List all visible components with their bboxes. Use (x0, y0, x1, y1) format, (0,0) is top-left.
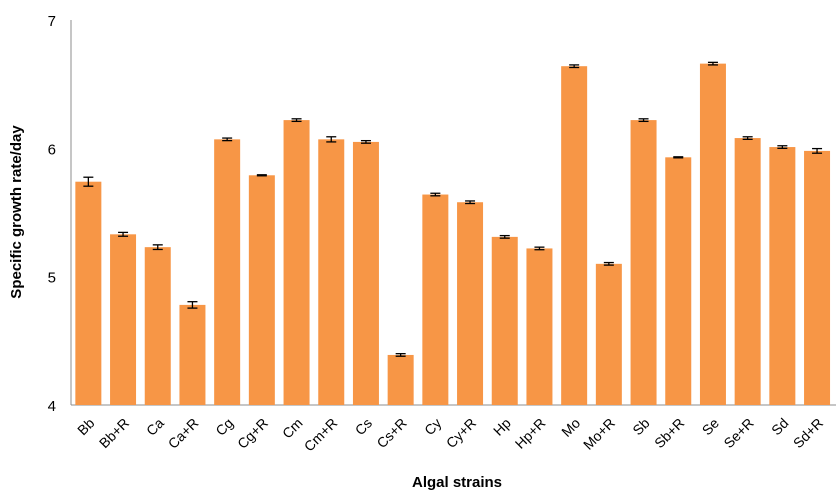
bar (630, 120, 657, 405)
x-tick-label: Sd (768, 415, 791, 438)
bar (699, 63, 726, 406)
x-axis-title: Algal strains (412, 474, 502, 491)
x-tick-label: Sb+R (651, 415, 687, 451)
error-bar (534, 246, 545, 251)
error-bar (395, 353, 406, 357)
bar (491, 236, 518, 405)
error-bar (430, 192, 441, 197)
error-bar (326, 136, 337, 143)
y-axis-title: Specific growth rate/day (8, 125, 25, 299)
error-bar (256, 174, 267, 177)
x-tick-label: Cg (212, 415, 236, 439)
y-tick-label: 5 (48, 270, 56, 287)
bar (526, 248, 553, 405)
error-bar (291, 118, 302, 123)
bar (75, 181, 102, 405)
x-tick-label: Cy (421, 415, 444, 438)
y-tick-labels: 4 5 6 7 (48, 13, 56, 415)
error-bar (812, 147, 823, 154)
x-tick-label: Cy+R (443, 415, 479, 451)
x-tick-label: Se (699, 415, 723, 439)
error-bar (499, 234, 510, 239)
x-tick-label: Mo (558, 415, 583, 440)
bar (422, 194, 449, 405)
error-bar (603, 261, 614, 266)
x-tick-label: Ca+R (165, 415, 202, 452)
error-bar (673, 156, 684, 159)
bar (318, 139, 345, 405)
x-tick-label: Se+R (720, 415, 756, 451)
bar (665, 157, 692, 405)
error-bar (777, 145, 788, 149)
error-bar (742, 136, 753, 141)
bar (457, 202, 484, 405)
x-tick-label: Hp+R (512, 415, 549, 452)
error-bar (83, 176, 94, 187)
bar (110, 234, 137, 405)
error-bar (187, 301, 198, 309)
error-bar (569, 64, 580, 69)
bar (352, 141, 379, 405)
error-bar (707, 61, 718, 66)
x-tick-label: Cs+R (373, 415, 409, 451)
bar (144, 247, 171, 405)
x-tick-label: Sd+R (790, 415, 826, 451)
error-bar (360, 139, 371, 144)
error-bar (638, 118, 649, 123)
x-tick-label: Cm (279, 415, 306, 442)
x-tick-label: Mo+R (580, 415, 618, 453)
error-bar (465, 200, 476, 205)
bar (769, 147, 796, 406)
error-bar (152, 244, 163, 251)
x-tick-label: Sb (629, 415, 653, 439)
error-bars (83, 61, 823, 357)
bar (595, 263, 622, 405)
bars (75, 63, 831, 406)
x-tick-label: Ca (143, 415, 167, 439)
bar (734, 138, 761, 406)
bar (179, 304, 206, 405)
bar (214, 139, 241, 405)
error-bar (118, 231, 129, 237)
bar (561, 66, 588, 405)
x-tick-label: Bb+R (96, 415, 132, 451)
x-tick-label: Bb (74, 415, 98, 439)
error-bar (222, 137, 233, 142)
x-tick-label: Cs (352, 415, 375, 438)
y-tick-label: 7 (48, 13, 56, 30)
x-tick-label: Cm+R (301, 415, 341, 455)
bar (283, 120, 310, 405)
bar (387, 354, 414, 405)
y-tick-label: 4 (48, 398, 56, 415)
y-tick-label: 6 (48, 141, 56, 158)
bar (804, 150, 831, 405)
x-tick-label: Hp (490, 415, 514, 439)
x-tick-label: Cg+R (234, 415, 271, 452)
bar (248, 175, 275, 405)
